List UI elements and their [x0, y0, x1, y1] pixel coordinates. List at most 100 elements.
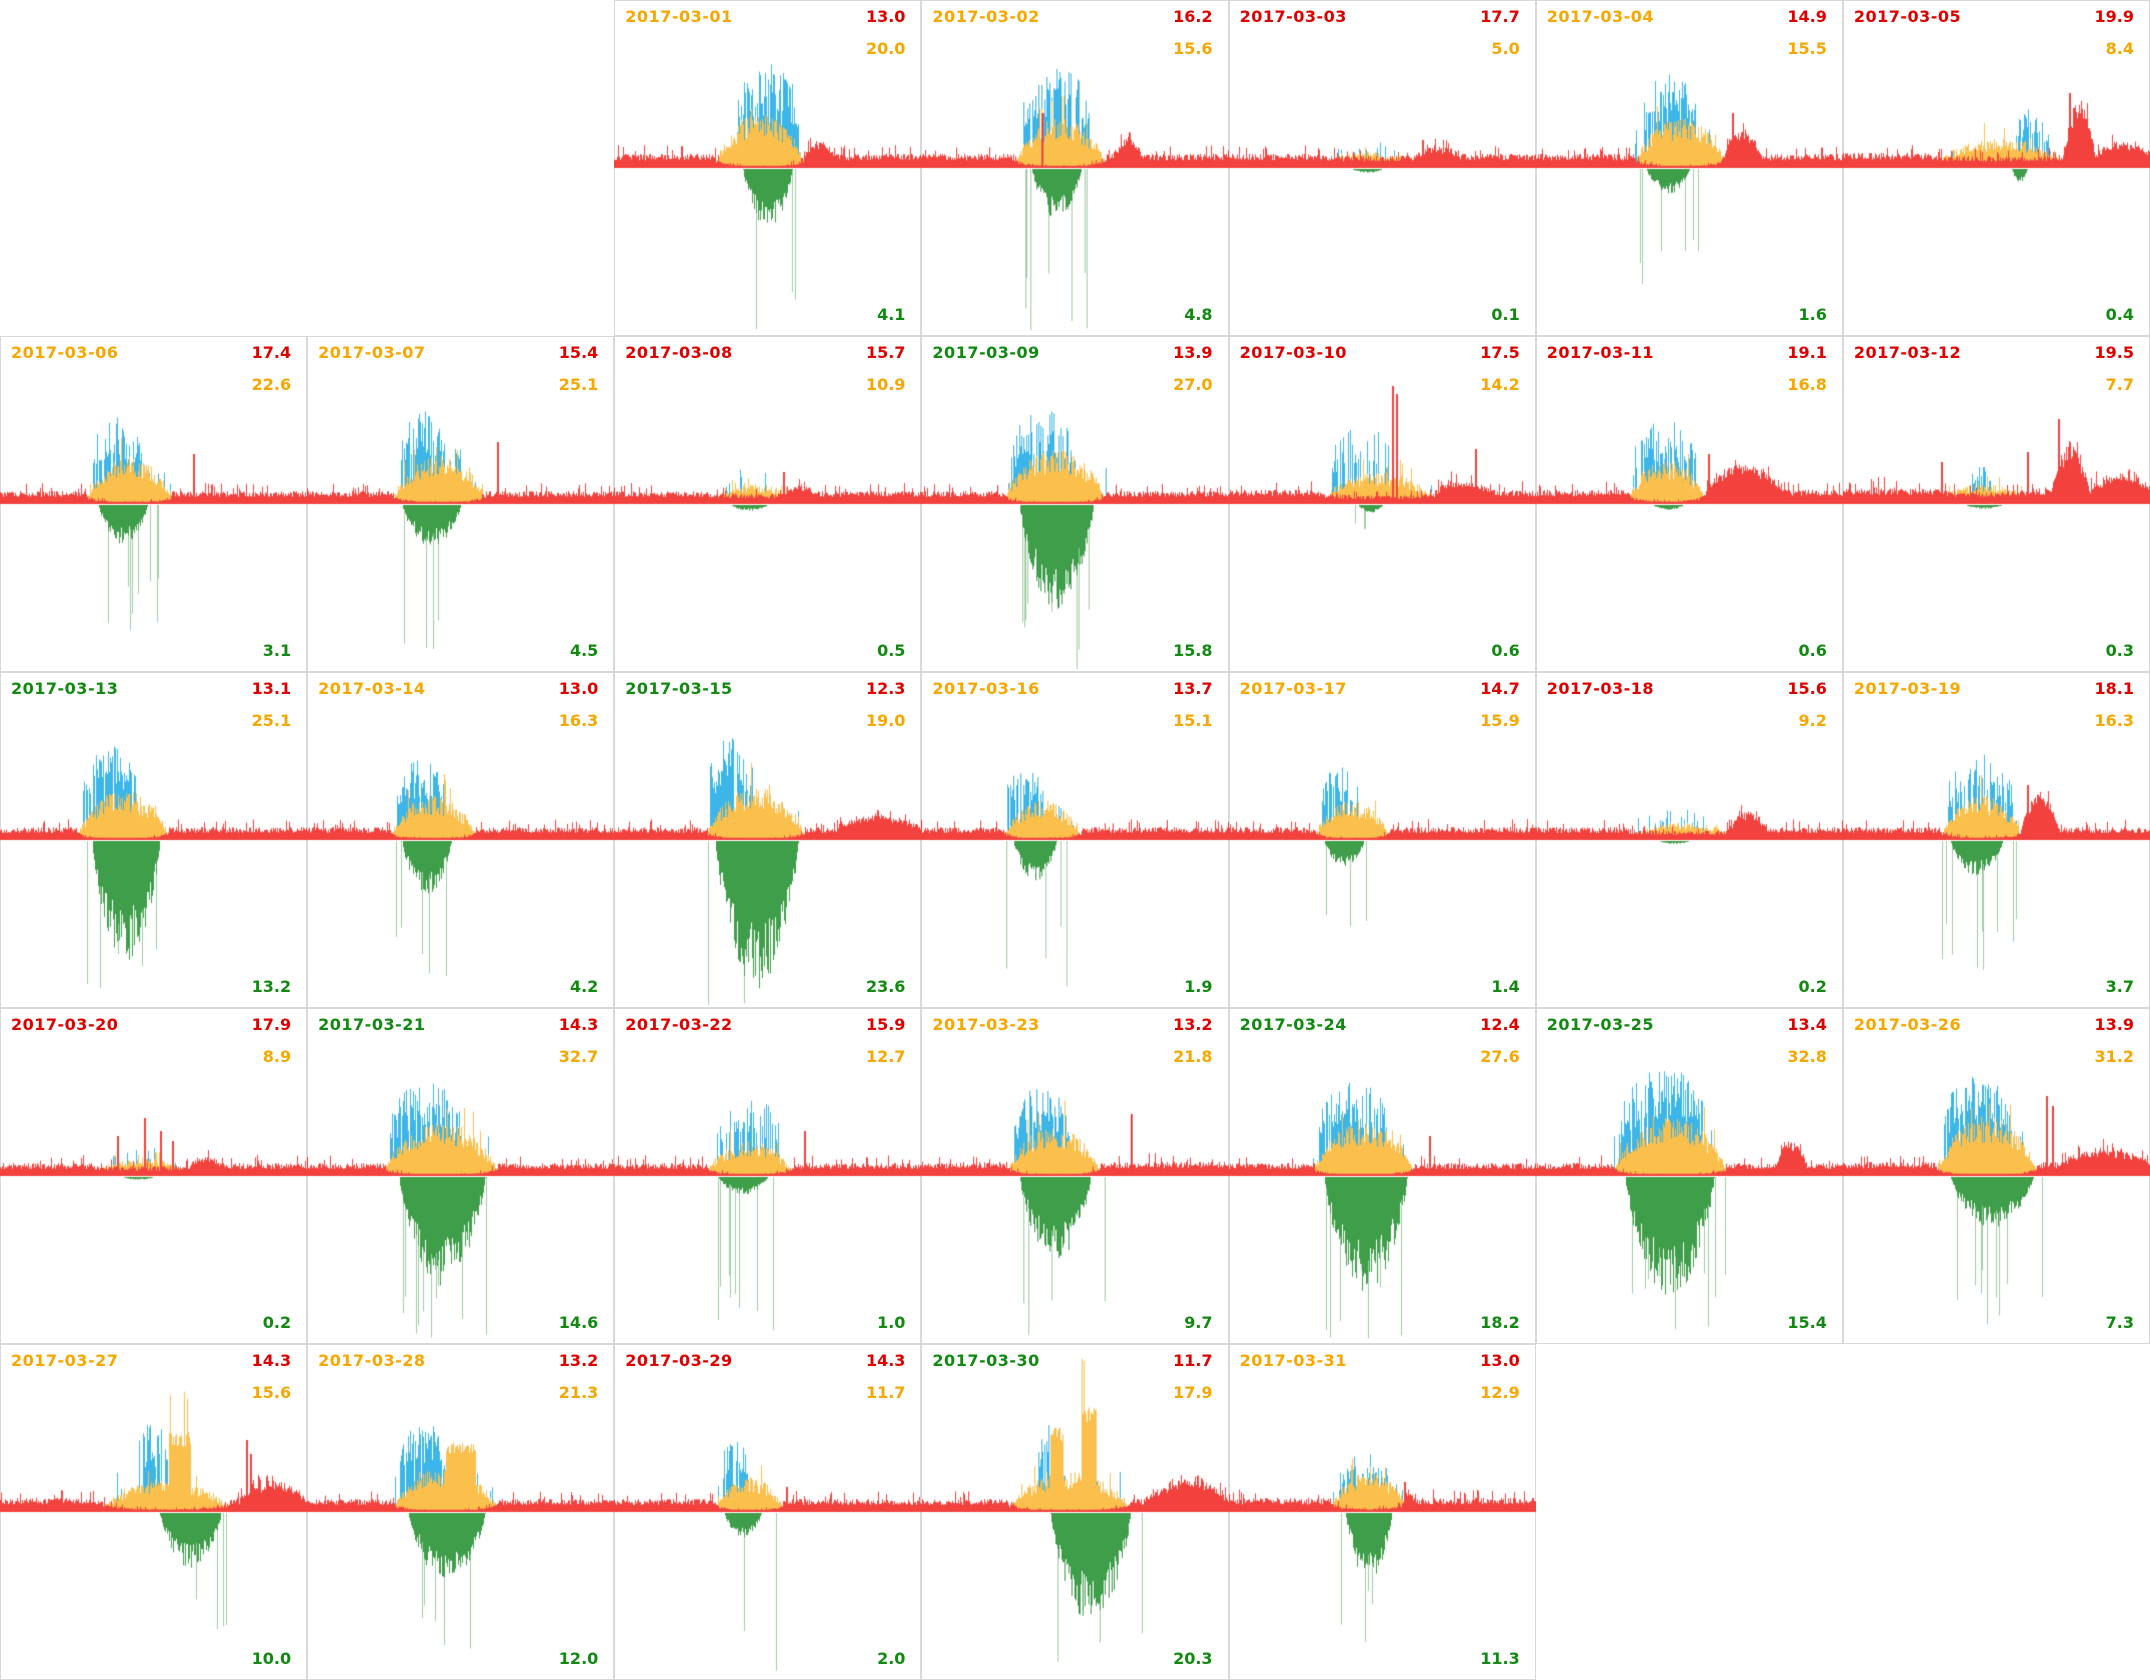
value-bottom-green: 4.1 [877, 305, 906, 324]
day-power-chart [0, 672, 308, 1008]
value-top-red: 14.3 [558, 1015, 599, 1034]
day-cell: 2017-03-06 17.4 22.6 3.1 [0, 336, 308, 672]
value-mid-orange: 27.6 [1480, 1047, 1520, 1066]
value-top-red: 13.7 [1173, 679, 1213, 698]
value-top-red: 17.4 [251, 343, 292, 362]
value-bottom-green: 15.8 [1173, 641, 1213, 660]
day-power-chart [0, 1008, 308, 1344]
value-top-red: 14.9 [1787, 7, 1827, 26]
day-cell: 2017-03-26 13.9 31.2 7.3 [1842, 1008, 2150, 1344]
value-mid-orange: 25.1 [558, 375, 599, 394]
value-mid-orange: 10.9 [865, 375, 906, 394]
day-cell: 2017-03-24 12.4 27.6 18.2 [1228, 1008, 1536, 1344]
day-cell: 2017-03-28 13.2 21.3 12.0 [307, 1344, 615, 1680]
day-power-chart [0, 1344, 308, 1680]
day-cell: 2017-03-23 13.2 21.8 9.7 [921, 1008, 1229, 1344]
value-bottom-green: 0.3 [2105, 641, 2134, 660]
value-bottom-green: 20.3 [1173, 1649, 1213, 1668]
value-mid-orange: 21.3 [558, 1383, 599, 1402]
value-top-red: 18.1 [2094, 679, 2134, 698]
day-power-chart [1535, 672, 1843, 1008]
date-label: 2017-03-13 [11, 679, 119, 698]
date-label: 2017-03-16 [932, 679, 1040, 698]
day-power-chart [1842, 336, 2150, 672]
value-top-red: 12.4 [1480, 1015, 1520, 1034]
date-label: 2017-03-07 [318, 343, 426, 362]
value-top-red: 15.9 [865, 1015, 906, 1034]
value-mid-orange: 16.3 [2094, 711, 2134, 730]
day-cell: 2017-03-17 14.7 15.9 1.4 [1228, 672, 1536, 1008]
value-bottom-green: 12.0 [558, 1649, 599, 1668]
day-cell: 2017-03-15 12.3 19.0 23.6 [614, 672, 922, 1008]
date-label: 2017-03-19 [1853, 679, 1962, 698]
value-bottom-green: 3.1 [262, 641, 292, 660]
day-power-chart [1842, 1008, 2150, 1344]
day-cell: 2017-03-11 19.1 16.8 0.6 [1535, 336, 1843, 672]
date-label: 2017-03-26 [1853, 1015, 1962, 1034]
value-top-red: 13.1 [251, 679, 292, 698]
value-mid-orange: 16.3 [558, 711, 599, 730]
empty-cell [0, 0, 308, 336]
day-cell: 2017-03-22 15.9 12.7 1.0 [614, 1008, 922, 1344]
date-label: 2017-03-09 [932, 343, 1040, 362]
day-cell: 2017-03-13 13.1 25.1 13.2 [0, 672, 308, 1008]
value-mid-orange: 20.0 [865, 39, 906, 58]
day-cell: 2017-03-16 13.7 15.1 1.9 [921, 672, 1229, 1008]
value-top-red: 17.7 [1480, 7, 1520, 26]
day-power-chart [1842, 0, 2150, 336]
date-label: 2017-03-18 [1546, 679, 1655, 698]
value-top-red: 13.0 [558, 679, 599, 698]
value-bottom-green: 7.3 [2105, 1313, 2134, 1332]
value-bottom-green: 11.3 [1480, 1649, 1520, 1668]
date-label: 2017-03-24 [1239, 1015, 1347, 1034]
day-cell: 2017-03-05 19.9 8.4 0.4 [1842, 0, 2150, 336]
value-mid-orange: 22.6 [251, 375, 292, 394]
day-cell: 2017-03-21 14.3 32.7 14.6 [307, 1008, 615, 1344]
value-top-red: 19.9 [2094, 7, 2134, 26]
value-top-red: 14.3 [251, 1351, 292, 1370]
day-power-chart [921, 0, 1229, 336]
value-top-red: 16.2 [1173, 7, 1213, 26]
date-label: 2017-03-08 [625, 343, 733, 362]
day-power-chart [1535, 0, 1843, 336]
value-top-red: 15.6 [1787, 679, 1827, 698]
value-mid-orange: 25.1 [251, 711, 292, 730]
date-label: 2017-03-25 [1546, 1015, 1655, 1034]
value-top-red: 13.2 [558, 1351, 599, 1370]
day-power-chart [1228, 0, 1536, 336]
value-bottom-green: 4.2 [569, 977, 599, 996]
value-mid-orange: 32.7 [558, 1047, 599, 1066]
day-power-chart [921, 672, 1229, 1008]
value-top-red: 13.9 [2094, 1015, 2134, 1034]
value-mid-orange: 15.9 [1480, 711, 1520, 730]
value-top-red: 13.4 [1787, 1015, 1827, 1034]
value-bottom-green: 4.8 [1184, 305, 1213, 324]
value-top-red: 13.2 [1173, 1015, 1213, 1034]
value-top-red: 11.7 [1173, 1351, 1213, 1370]
date-label: 2017-03-22 [625, 1015, 733, 1034]
value-mid-orange: 15.6 [1173, 39, 1213, 58]
value-bottom-green: 10.0 [251, 1649, 292, 1668]
day-power-chart [614, 0, 922, 336]
empty-cell [1535, 1344, 1843, 1680]
value-mid-orange: 19.0 [865, 711, 906, 730]
value-mid-orange: 27.0 [1173, 375, 1213, 394]
date-label: 2017-03-31 [1239, 1351, 1347, 1370]
value-top-red: 17.9 [251, 1015, 292, 1034]
day-power-chart [1228, 1344, 1536, 1680]
value-mid-orange: 12.9 [1480, 1383, 1520, 1402]
day-power-chart [1228, 672, 1536, 1008]
date-label: 2017-03-17 [1239, 679, 1347, 698]
value-top-red: 14.3 [865, 1351, 906, 1370]
value-mid-orange: 12.7 [865, 1047, 906, 1066]
day-cell: 2017-03-10 17.5 14.2 0.6 [1228, 336, 1536, 672]
day-cell: 2017-03-04 14.9 15.5 1.6 [1535, 0, 1843, 336]
value-bottom-green: 0.2 [262, 1313, 292, 1332]
day-cell: 2017-03-02 16.2 15.6 4.8 [921, 0, 1229, 336]
value-bottom-green: 0.6 [1491, 641, 1520, 660]
date-label: 2017-03-04 [1546, 7, 1655, 26]
value-bottom-green: 15.4 [1787, 1313, 1827, 1332]
day-cell: 2017-03-25 13.4 32.8 15.4 [1535, 1008, 1843, 1344]
date-label: 2017-03-27 [11, 1351, 119, 1370]
date-label: 2017-03-03 [1239, 7, 1347, 26]
